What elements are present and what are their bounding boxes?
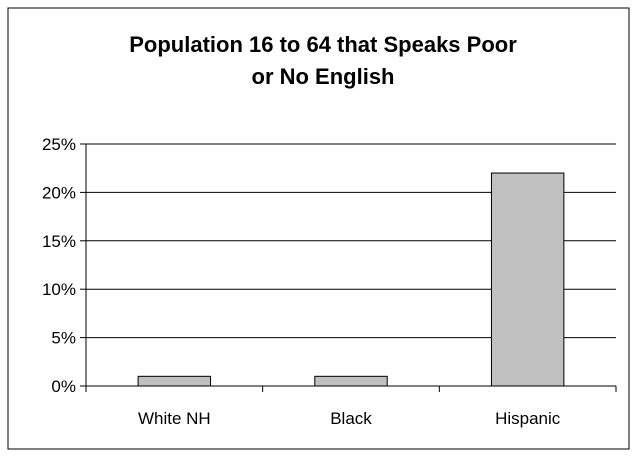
axes — [80, 143, 617, 392]
y-tick-label: 25% — [42, 135, 76, 154]
y-tick-labels: 0% 5% 10% 15% 20% 25% — [42, 135, 76, 396]
y-tick-label: 20% — [42, 183, 76, 202]
y-tick-label: 0% — [51, 377, 76, 396]
bar — [137, 375, 212, 387]
x-tick-label: White NH — [138, 409, 211, 428]
y-tick-label: 5% — [51, 329, 76, 348]
chart-title-line-2: or No English — [252, 64, 395, 89]
bar — [490, 172, 565, 387]
y-tick-label: 10% — [42, 280, 76, 299]
y-tick-label: 15% — [42, 232, 76, 251]
x-tick-label: Hispanic — [495, 409, 561, 428]
x-tick-label: Black — [330, 409, 372, 428]
x-tick-labels: White NH Black Hispanic — [138, 409, 561, 428]
chart-title-line-1: Population 16 to 64 that Speaks Poor — [129, 32, 517, 57]
bar — [314, 375, 388, 387]
